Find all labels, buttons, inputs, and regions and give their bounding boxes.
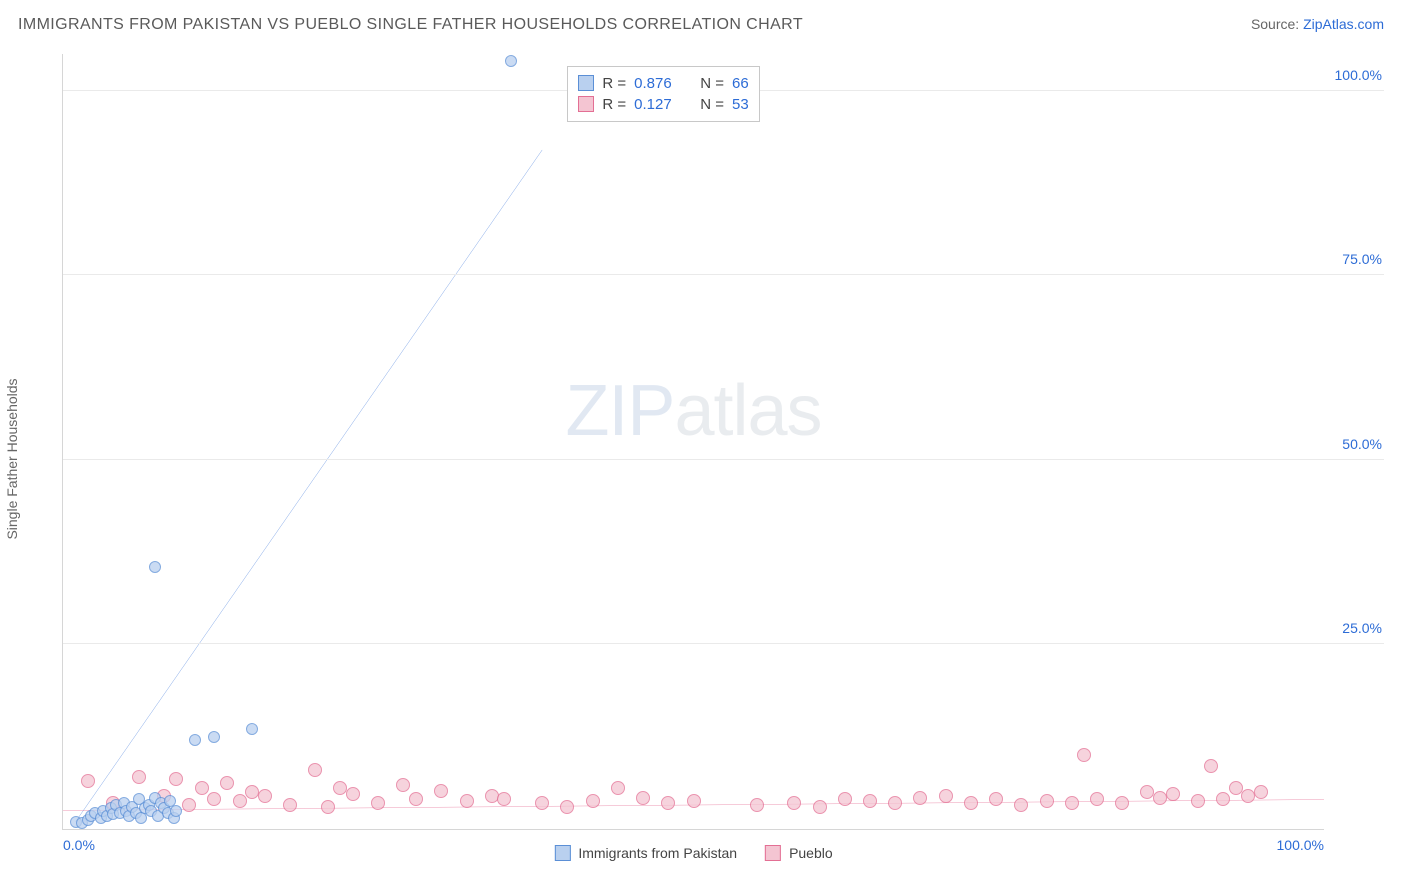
r-value: 0.127 — [634, 96, 672, 113]
data-point — [964, 796, 978, 810]
data-point — [913, 791, 927, 805]
source-link[interactable]: ZipAtlas.com — [1303, 16, 1384, 32]
data-point — [813, 800, 827, 814]
stats-row: R = 0.127 N = 53 — [578, 94, 748, 115]
data-point — [750, 798, 764, 812]
legend-swatch — [578, 75, 594, 91]
data-point — [989, 792, 1003, 806]
data-point — [687, 794, 701, 808]
y-tick-label: 75.0% — [1342, 251, 1382, 267]
data-point — [308, 763, 322, 777]
data-point — [1077, 748, 1091, 762]
data-point — [195, 781, 209, 795]
data-point — [505, 55, 517, 67]
data-point — [863, 794, 877, 808]
y-axis-label: Single Father Households — [4, 378, 20, 539]
data-point — [207, 792, 221, 806]
data-point — [939, 789, 953, 803]
data-point — [661, 796, 675, 810]
data-point — [182, 798, 196, 812]
data-point — [1204, 759, 1218, 773]
legend: Immigrants from Pakistan Pueblo — [554, 845, 832, 861]
data-point — [321, 800, 335, 814]
gridline — [63, 459, 1384, 460]
data-point — [233, 794, 247, 808]
chart-title: IMMIGRANTS FROM PAKISTAN VS PUEBLO SINGL… — [18, 16, 803, 34]
data-point — [434, 784, 448, 798]
gridline — [63, 643, 1384, 644]
y-tick-label: 50.0% — [1342, 436, 1382, 452]
data-point — [1040, 794, 1054, 808]
gridline — [63, 274, 1384, 275]
data-point — [636, 791, 650, 805]
plot-area: ZIPatlas Immigrants from PakistanPueblo … — [62, 54, 1324, 830]
stats-row: R = 0.876 N = 66 — [578, 73, 748, 94]
n-value: 66 — [732, 75, 749, 92]
data-point — [283, 798, 297, 812]
data-point — [132, 770, 146, 784]
watermark: ZIPatlas — [565, 370, 821, 452]
data-point — [1065, 796, 1079, 810]
legend-label: Immigrants from Pakistan — [578, 845, 737, 861]
data-point — [1090, 792, 1104, 806]
data-point — [1014, 798, 1028, 812]
data-point — [1216, 792, 1230, 806]
data-point — [409, 792, 423, 806]
data-point — [396, 778, 410, 792]
data-point — [169, 772, 183, 786]
data-point — [220, 776, 234, 790]
trend-line — [76, 150, 543, 822]
legend-label: Pueblo — [789, 845, 833, 861]
legend-swatch — [765, 845, 781, 861]
data-point — [170, 805, 182, 817]
legend-swatch — [578, 96, 594, 112]
data-point — [1166, 787, 1180, 801]
data-point — [1115, 796, 1129, 810]
data-point — [586, 794, 600, 808]
data-point — [611, 781, 625, 795]
y-tick-label: 25.0% — [1342, 620, 1382, 636]
data-point — [371, 796, 385, 810]
data-point — [497, 792, 511, 806]
legend-swatch — [554, 845, 570, 861]
data-point — [346, 787, 360, 801]
data-point — [208, 731, 220, 743]
x-tick-label: 0.0% — [63, 837, 95, 853]
data-point — [189, 734, 201, 746]
stats-legend: R = 0.876 N = 66R = 0.127 N = 53 — [567, 66, 759, 122]
data-point — [838, 792, 852, 806]
data-point — [258, 789, 272, 803]
data-point — [1254, 785, 1268, 799]
data-point — [560, 800, 574, 814]
chart-container: Single Father Households ZIPatlas Immigr… — [18, 44, 1384, 874]
legend-item: Immigrants from Pakistan — [554, 845, 737, 861]
data-point — [149, 561, 161, 573]
x-tick-label: 100.0% — [1277, 837, 1324, 853]
data-point — [460, 794, 474, 808]
data-point — [1191, 794, 1205, 808]
data-point — [888, 796, 902, 810]
legend-item: Pueblo — [765, 845, 833, 861]
data-point — [787, 796, 801, 810]
data-point — [81, 774, 95, 788]
data-point — [246, 723, 258, 735]
r-value: 0.876 — [634, 75, 672, 92]
n-value: 53 — [732, 96, 749, 113]
source-credit: Source: ZipAtlas.com — [1251, 16, 1384, 32]
y-tick-label: 100.0% — [1335, 67, 1382, 83]
data-point — [535, 796, 549, 810]
